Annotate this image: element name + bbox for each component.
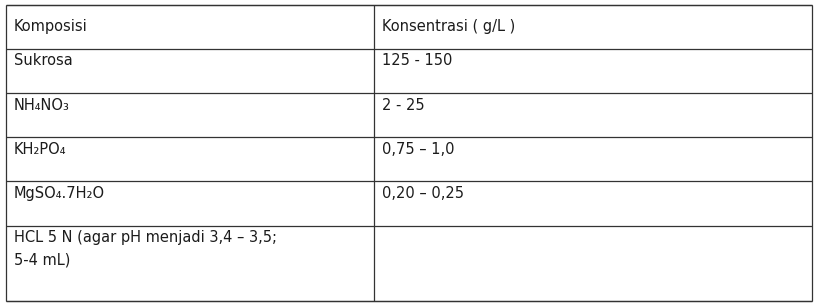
Text: 0,75 – 1,0: 0,75 – 1,0 [382, 142, 454, 157]
Text: Komposisi: Komposisi [14, 19, 88, 34]
Text: MgSO₄.7H₂O: MgSO₄.7H₂O [14, 186, 105, 201]
Text: 0,20 – 0,25: 0,20 – 0,25 [382, 186, 464, 201]
Text: Sukrosa: Sukrosa [14, 53, 73, 69]
Text: KH₂PO₄: KH₂PO₄ [14, 142, 66, 157]
Text: Konsentrasi ( g/L ): Konsentrasi ( g/L ) [382, 19, 515, 34]
Text: 125 - 150: 125 - 150 [382, 53, 452, 69]
Text: HCL 5 N (agar pH menjadi 3,4 – 3,5;: HCL 5 N (agar pH menjadi 3,4 – 3,5; [14, 230, 277, 245]
Text: 5-4 mL): 5-4 mL) [14, 253, 70, 268]
Text: NH₄NO₃: NH₄NO₃ [14, 98, 70, 113]
Text: 2 - 25: 2 - 25 [382, 98, 425, 113]
